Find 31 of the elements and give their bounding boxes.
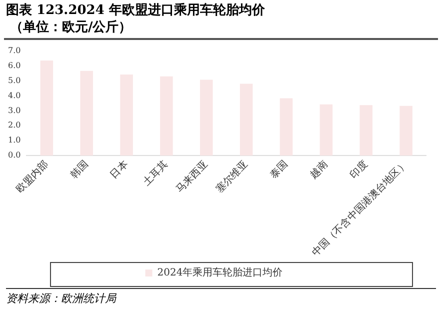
y-tick-label: 2.0 bbox=[8, 120, 21, 130]
bar bbox=[320, 104, 333, 156]
bar bbox=[40, 60, 54, 156]
bar bbox=[360, 105, 372, 156]
x-tick-label: 越南 bbox=[308, 158, 330, 181]
bar bbox=[160, 76, 173, 156]
bar bbox=[80, 70, 94, 156]
y-tick-label: 6.0 bbox=[8, 60, 21, 70]
bar bbox=[120, 74, 133, 156]
chart-title: 图表 123.2024 年欧盟进口乘用车轮胎均价 bbox=[5, 2, 266, 19]
x-tick-label: 马来西亚 bbox=[174, 158, 210, 196]
x-tick-label: 印度 bbox=[347, 158, 370, 181]
x-tick-label: 塞尔维亚 bbox=[214, 158, 250, 196]
y-tick-label: 3.0 bbox=[8, 106, 21, 115]
legend-label: 2024年乘用车轮胎进口均价 bbox=[157, 266, 283, 279]
y-tick-label: 4.0 bbox=[8, 90, 21, 100]
x-tick-label: 欧盟内部 bbox=[14, 158, 51, 196]
x-tick-label: 日本 bbox=[108, 158, 130, 181]
bar bbox=[280, 98, 293, 156]
y-tick-label: 1.0 bbox=[8, 136, 21, 145]
chart-subtitle: （单位：欧元/公斤） bbox=[4, 19, 438, 40]
y-tick-label: 5.0 bbox=[8, 76, 21, 85]
bar bbox=[240, 84, 253, 156]
x-tick-label: 土耳其 bbox=[140, 158, 170, 188]
y-tick-label: 0.0 bbox=[8, 150, 21, 160]
bar bbox=[400, 106, 412, 156]
x-tick-label: 韩国 bbox=[68, 158, 91, 181]
x-tick-label: 泰国 bbox=[268, 159, 290, 181]
y-tick-label: 7.0 bbox=[8, 46, 21, 55]
text: 资料来源：欧洲统计局 bbox=[6, 288, 436, 308]
bar bbox=[200, 80, 213, 156]
